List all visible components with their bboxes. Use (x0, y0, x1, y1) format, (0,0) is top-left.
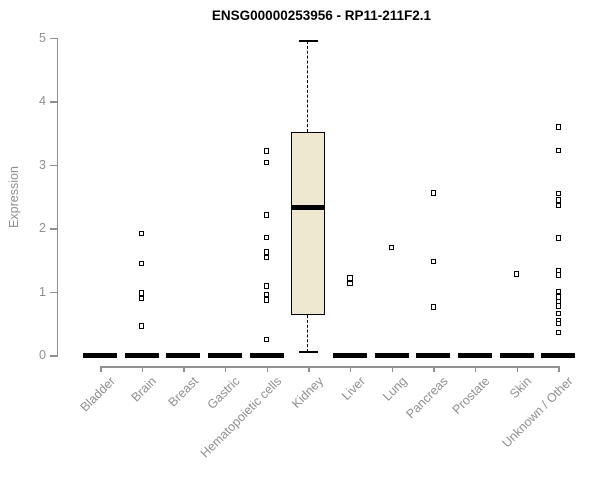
x-axis-tick (558, 366, 560, 373)
x-tick-label: Brain (129, 374, 160, 405)
x-axis-tick (391, 366, 394, 373)
y-axis-tick (49, 291, 57, 294)
collapsed-box-Liver (332, 352, 367, 358)
outlier-point (555, 202, 561, 209)
x-tick-label: Kidney (289, 374, 327, 411)
median-line (291, 204, 326, 211)
x-tick-label: Breast (165, 374, 202, 410)
upper-whisker (307, 41, 309, 132)
x-tick-label: Bladder (77, 374, 118, 415)
x-axis-tick (266, 366, 269, 373)
y-axis-title: Expression (7, 166, 21, 228)
collapsed-box-Lung (374, 352, 409, 358)
outlier-point (555, 272, 561, 278)
x-tick-label: Lung (379, 374, 410, 404)
outlier-point (138, 290, 145, 296)
lower-whisker (307, 314, 309, 353)
outlier-point (430, 190, 437, 196)
outlier-point (555, 320, 561, 327)
collapsed-box-Skin (499, 352, 534, 358)
x-axis-tick (224, 366, 227, 373)
outlier-point (138, 230, 145, 237)
collapsed-box-Unknown / Other (541, 352, 576, 358)
x-tick-label: Gastric (204, 374, 243, 412)
collapsed-box-Brain (124, 352, 159, 358)
collapsed-box-Hematopoietic cells (249, 352, 284, 358)
outlier-point (555, 235, 561, 241)
outlier-point (263, 283, 270, 289)
x-axis-tick (308, 366, 310, 373)
outlier-point (138, 260, 145, 267)
x-axis-tick (183, 366, 185, 373)
outlier-point (555, 288, 561, 294)
y-axis-tick (49, 101, 57, 103)
outlier-point (263, 148, 270, 154)
outlier-point (430, 304, 437, 310)
collapsed-box-Bladder (83, 352, 117, 358)
outlier-point (430, 258, 437, 265)
x-axis-tick (516, 366, 519, 373)
outlier-point (138, 323, 145, 329)
x-tick-label: Skin (507, 374, 535, 402)
outlier-point (263, 234, 270, 241)
y-tick-label: 5 (39, 30, 46, 45)
outlier-point (263, 212, 270, 218)
outlier-point (555, 124, 561, 130)
y-tick-label: 0 (39, 348, 46, 363)
y-tick-label: 2 (39, 221, 46, 236)
outlier-point (263, 291, 270, 298)
x-axis-tick (141, 366, 144, 373)
outlier-point (263, 254, 270, 261)
outlier-point (263, 336, 270, 343)
y-axis-line (56, 37, 58, 357)
x-axis-tick (474, 366, 477, 373)
y-tick-label: 4 (39, 94, 46, 109)
x-tick-label: Pancreas (403, 374, 452, 422)
upper-whisker-cap (298, 40, 318, 43)
x-tick-label: Liver (338, 374, 368, 404)
outlier-point (555, 197, 561, 203)
y-axis-tick (49, 228, 57, 230)
outlier-point (263, 249, 270, 255)
collapsed-box-Gastric (207, 352, 242, 358)
outlier-point (555, 329, 561, 336)
outlier-point (138, 295, 145, 301)
x-axis-tick (433, 366, 435, 373)
x-tick-label: Prostate (450, 374, 493, 417)
y-axis-tick (49, 37, 57, 40)
lower-whisker-cap (298, 351, 318, 354)
collapsed-box-Prostate (457, 352, 492, 358)
outlier-point (555, 147, 561, 154)
outlier-point (555, 303, 561, 309)
collapsed-box-Pancreas (416, 352, 451, 358)
chart-title: ENSG00000253956 - RP11-211F2.1 (211, 8, 432, 23)
y-tick-label: 1 (39, 284, 46, 299)
x-tick-label: Hematopoietic cells (197, 374, 285, 461)
outlier-point (388, 244, 395, 251)
outlier-point (347, 280, 353, 287)
outlier-point (555, 190, 561, 197)
outlier-point (263, 297, 270, 303)
x-axis-tick (349, 366, 352, 373)
x-axis-tick (100, 366, 102, 373)
outlier-point (513, 271, 520, 277)
iqr-box-Kidney (291, 131, 326, 315)
x-axis-line (100, 366, 560, 368)
outlier-point (347, 275, 353, 281)
y-axis-tick (49, 164, 57, 167)
y-tick-label: 3 (39, 157, 46, 172)
outlier-point (263, 159, 270, 166)
outlier-point (555, 310, 561, 317)
y-axis-tick (49, 355, 57, 357)
outlier-point (555, 294, 561, 300)
collapsed-box-Breast (166, 352, 201, 358)
